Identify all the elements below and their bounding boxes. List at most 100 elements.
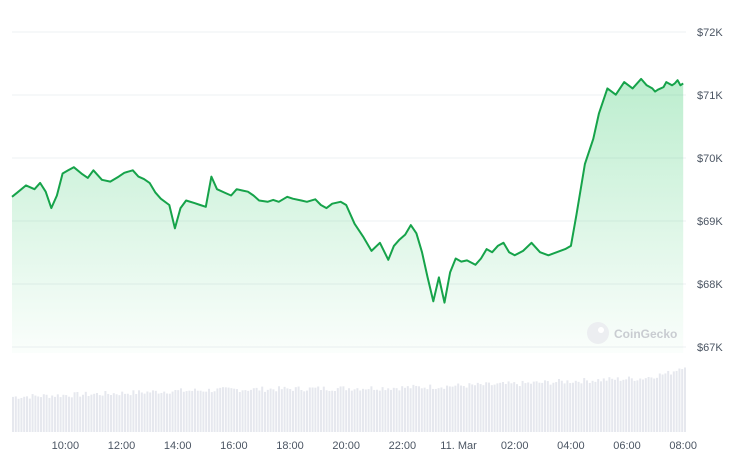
- volume-bar: [180, 388, 182, 432]
- volume-bar: [437, 388, 440, 432]
- volume-bar: [395, 388, 398, 432]
- volume-bar: [34, 395, 37, 432]
- volume-bar: [76, 392, 79, 432]
- volume-bar: [163, 391, 166, 432]
- volume-bar: [387, 388, 390, 432]
- volume-bar: [56, 394, 59, 432]
- volume-bar: [126, 393, 129, 432]
- volume-bar: [451, 386, 454, 432]
- volume-bar: [112, 393, 115, 432]
- volume-bar: [98, 395, 101, 432]
- volume-bar: [362, 388, 364, 432]
- volume-bar: [62, 394, 65, 432]
- volume-bar: [23, 396, 26, 432]
- volume-bar: [208, 388, 210, 432]
- volume-bar: [224, 387, 227, 432]
- volume-bar: [532, 381, 535, 432]
- volume-bar: [314, 387, 317, 432]
- volume-bar: [518, 386, 521, 432]
- volume-bar: [423, 387, 426, 432]
- volume-bar: [93, 393, 96, 432]
- volume-bar: [236, 389, 238, 432]
- volume-bar: [280, 389, 283, 432]
- volume-bar: [166, 393, 168, 432]
- volume-bar: [247, 390, 250, 432]
- volume-bar: [474, 385, 476, 432]
- volume-bar: [502, 382, 504, 432]
- volume-bar: [541, 382, 544, 432]
- volume-bar: [488, 382, 490, 432]
- volume-bar: [107, 393, 110, 432]
- volume-bar: [264, 391, 266, 432]
- y-tick-label: $70K: [697, 153, 723, 165]
- volume-bar: [51, 395, 54, 432]
- price-line: [11, 77, 684, 304]
- volume-bar: [521, 380, 524, 432]
- volume-bar: [283, 386, 286, 432]
- volume-bar: [152, 390, 154, 432]
- volume-bar: [84, 391, 87, 432]
- volume-bar: [17, 398, 20, 432]
- x-tick-label: 08:00: [669, 440, 697, 452]
- volume-bar: [412, 384, 415, 432]
- volume-bar: [12, 396, 14, 432]
- x-tick-label: 18:00: [276, 440, 304, 452]
- volume-bar: [70, 397, 73, 432]
- volume-bar: [348, 388, 350, 432]
- volume-bar: [331, 390, 334, 432]
- volume-bar: [454, 385, 457, 432]
- x-axis: 10:00 12:00 14:00 16:00 18:00 20:00 22:00 11. M…: [52, 440, 697, 452]
- volume-bar: [222, 387, 224, 432]
- volume-bar: [678, 368, 681, 432]
- volume-bar: [241, 390, 244, 432]
- volume-bar: [146, 391, 149, 432]
- volume-bar: [37, 396, 40, 432]
- volume-bar: [376, 389, 378, 432]
- volume-bar: [664, 373, 667, 432]
- volume-bar: [544, 380, 546, 432]
- volume-bar: [364, 389, 367, 432]
- volume-bar: [258, 390, 261, 432]
- volume-bar: [569, 383, 572, 432]
- volume-bar: [420, 388, 423, 432]
- volume-bar: [216, 388, 219, 432]
- volume-bar: [272, 389, 275, 432]
- volume-bar: [132, 390, 135, 432]
- volume-bar: [614, 379, 616, 432]
- volume-bar: [602, 378, 605, 432]
- volume-bar: [255, 387, 258, 432]
- volume-bar: [527, 382, 530, 432]
- volume-bar: [605, 380, 608, 432]
- volume-bar: [26, 396, 28, 432]
- volume-bar: [471, 384, 474, 432]
- volume-bar: [549, 384, 552, 432]
- volume-bar: [345, 390, 348, 432]
- x-tick-label: 12:00: [108, 440, 136, 452]
- volume-bar: [504, 383, 507, 432]
- volume-bar: [513, 382, 516, 432]
- volume-bar: [639, 378, 642, 432]
- volume-bar: [188, 390, 191, 432]
- volume-bar: [384, 390, 387, 432]
- volume-bar: [535, 381, 538, 432]
- volume-bar: [143, 393, 146, 432]
- volume-bar: [546, 381, 549, 432]
- volume-bar: [580, 383, 583, 432]
- volume-bar: [608, 377, 611, 432]
- volume-bar: [168, 393, 171, 432]
- volume-bar: [174, 390, 177, 432]
- volume-bar: [250, 389, 252, 432]
- volume-bar: [563, 383, 566, 432]
- volume-bar: [191, 390, 194, 432]
- volume-bar: [493, 384, 496, 432]
- volume-bar: [31, 394, 34, 432]
- volume-bar: [87, 395, 90, 432]
- volume-bar: [658, 373, 661, 432]
- volume-bar: [594, 381, 597, 432]
- volume-bar: [118, 395, 121, 432]
- volume-bar: [121, 391, 124, 432]
- volume-bar: [370, 386, 373, 432]
- x-tick-label: 04:00: [557, 440, 585, 452]
- volume-bar: [625, 379, 628, 432]
- volume-bar: [110, 395, 112, 432]
